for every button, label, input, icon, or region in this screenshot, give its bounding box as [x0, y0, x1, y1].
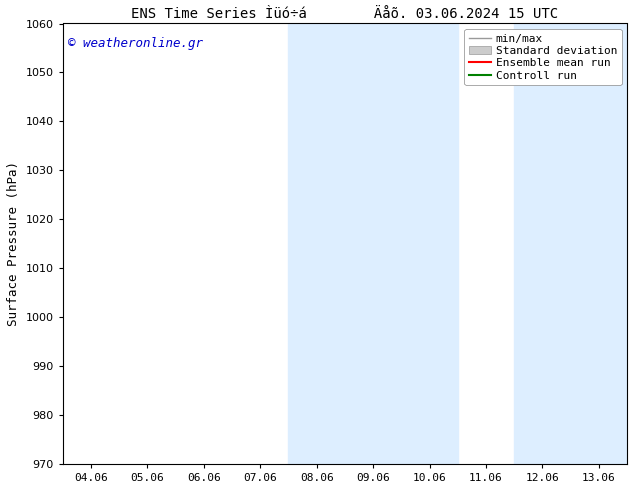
Bar	[514, 24, 627, 464]
Y-axis label: Surface Pressure (hPa): Surface Pressure (hPa)	[7, 161, 20, 326]
Bar	[288, 24, 458, 464]
Legend: min/max, Standard deviation, Ensemble mean run, Controll run: min/max, Standard deviation, Ensemble me…	[465, 29, 621, 85]
Text: © weatheronline.gr: © weatheronline.gr	[68, 37, 204, 49]
Title: ENS Time Series Ìüó÷á        Äåõ. 03.06.2024 15 UTC: ENS Time Series Ìüó÷á Äåõ. 03.06.2024 15…	[131, 7, 559, 21]
